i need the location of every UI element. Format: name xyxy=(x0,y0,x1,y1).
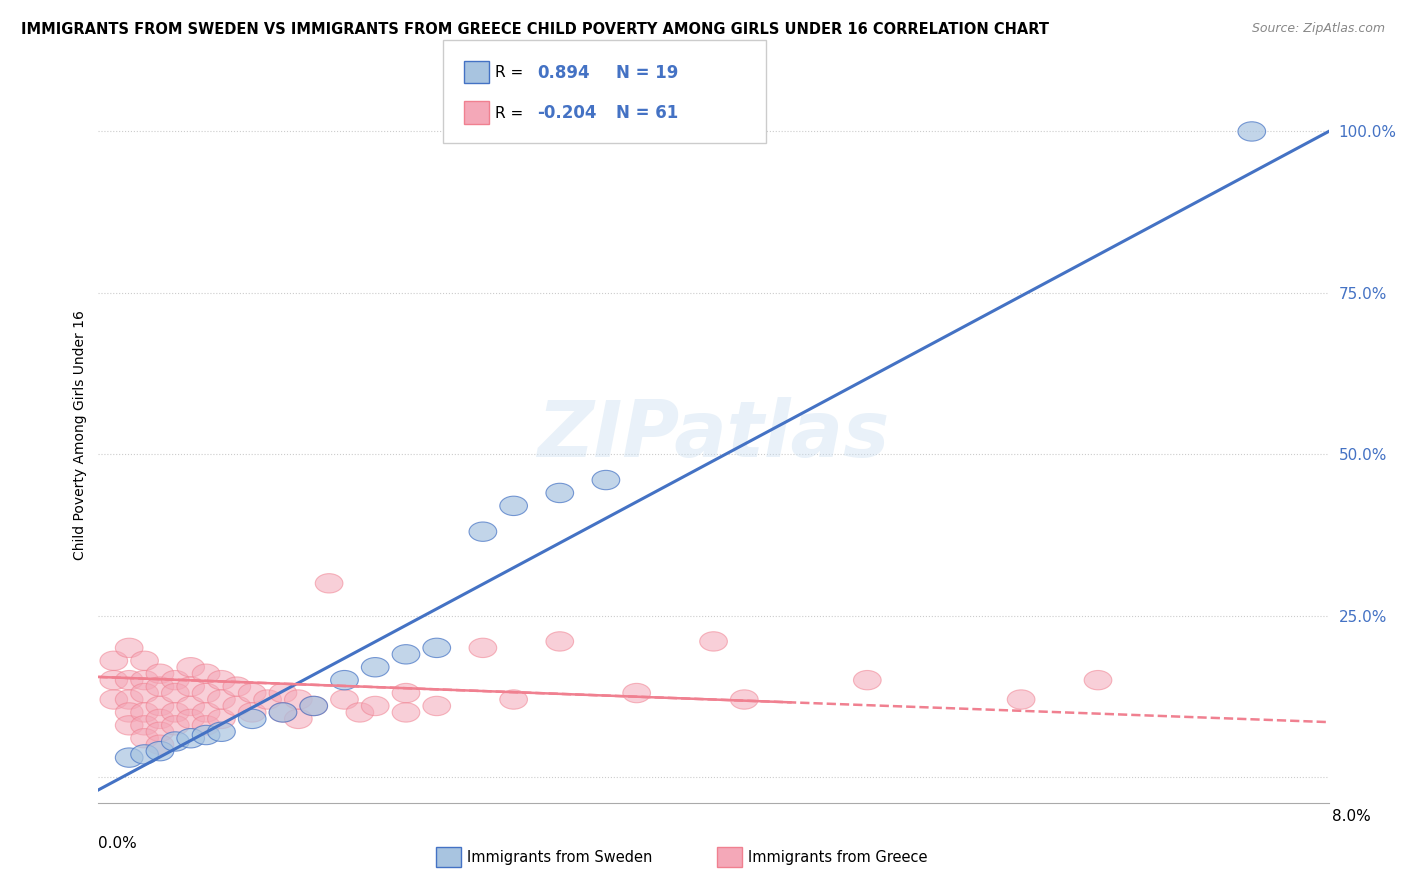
Text: Immigrants from Greece: Immigrants from Greece xyxy=(748,850,928,864)
Ellipse shape xyxy=(499,690,527,709)
Ellipse shape xyxy=(224,677,250,697)
Ellipse shape xyxy=(115,671,143,690)
Text: ZIPatlas: ZIPatlas xyxy=(537,397,890,473)
Ellipse shape xyxy=(193,703,219,723)
Ellipse shape xyxy=(131,651,159,671)
Ellipse shape xyxy=(392,645,420,664)
Text: Immigrants from Sweden: Immigrants from Sweden xyxy=(467,850,652,864)
Ellipse shape xyxy=(162,731,190,751)
Text: 0.894: 0.894 xyxy=(537,64,589,82)
Ellipse shape xyxy=(100,690,128,709)
Ellipse shape xyxy=(100,651,128,671)
Ellipse shape xyxy=(162,671,190,690)
Ellipse shape xyxy=(423,638,450,657)
Ellipse shape xyxy=(361,697,389,715)
Ellipse shape xyxy=(177,729,204,747)
Text: 0.0%: 0.0% xyxy=(98,836,138,851)
Ellipse shape xyxy=(131,715,159,735)
Ellipse shape xyxy=(208,723,235,741)
Ellipse shape xyxy=(177,677,204,697)
Ellipse shape xyxy=(146,741,174,761)
Ellipse shape xyxy=(146,709,174,729)
Ellipse shape xyxy=(162,683,190,703)
Ellipse shape xyxy=(239,683,266,703)
Ellipse shape xyxy=(315,574,343,593)
Ellipse shape xyxy=(299,697,328,715)
Ellipse shape xyxy=(177,697,204,715)
Ellipse shape xyxy=(1084,671,1112,690)
Ellipse shape xyxy=(146,664,174,683)
Ellipse shape xyxy=(146,677,174,697)
Ellipse shape xyxy=(853,671,882,690)
Y-axis label: Child Poverty Among Girls Under 16: Child Poverty Among Girls Under 16 xyxy=(73,310,87,560)
Ellipse shape xyxy=(499,496,527,516)
Ellipse shape xyxy=(115,638,143,657)
Ellipse shape xyxy=(392,683,420,703)
Ellipse shape xyxy=(470,638,496,657)
Ellipse shape xyxy=(1007,690,1035,709)
Ellipse shape xyxy=(131,729,159,747)
Ellipse shape xyxy=(193,725,219,745)
Ellipse shape xyxy=(284,690,312,709)
Ellipse shape xyxy=(193,664,219,683)
Ellipse shape xyxy=(269,703,297,723)
Ellipse shape xyxy=(361,657,389,677)
Ellipse shape xyxy=(208,690,235,709)
Ellipse shape xyxy=(592,470,620,490)
Text: N = 19: N = 19 xyxy=(616,64,678,82)
Ellipse shape xyxy=(115,690,143,709)
Ellipse shape xyxy=(546,483,574,502)
Ellipse shape xyxy=(623,683,651,703)
Ellipse shape xyxy=(470,522,496,541)
Ellipse shape xyxy=(546,632,574,651)
Ellipse shape xyxy=(100,671,128,690)
Ellipse shape xyxy=(224,697,250,715)
Ellipse shape xyxy=(731,690,758,709)
Ellipse shape xyxy=(177,657,204,677)
Ellipse shape xyxy=(146,735,174,755)
Ellipse shape xyxy=(131,683,159,703)
Ellipse shape xyxy=(299,697,328,715)
Text: N = 61: N = 61 xyxy=(616,104,678,122)
Ellipse shape xyxy=(146,697,174,715)
Ellipse shape xyxy=(131,703,159,723)
Ellipse shape xyxy=(1237,122,1265,141)
Ellipse shape xyxy=(330,690,359,709)
Ellipse shape xyxy=(131,671,159,690)
Ellipse shape xyxy=(284,709,312,729)
Ellipse shape xyxy=(115,703,143,723)
Ellipse shape xyxy=(193,715,219,735)
Ellipse shape xyxy=(115,715,143,735)
Text: Source: ZipAtlas.com: Source: ZipAtlas.com xyxy=(1251,22,1385,36)
Ellipse shape xyxy=(269,703,297,723)
Ellipse shape xyxy=(346,703,374,723)
Ellipse shape xyxy=(253,690,281,709)
Ellipse shape xyxy=(115,747,143,767)
Ellipse shape xyxy=(239,703,266,723)
Ellipse shape xyxy=(162,715,190,735)
Ellipse shape xyxy=(423,697,450,715)
Ellipse shape xyxy=(208,709,235,729)
Ellipse shape xyxy=(269,683,297,703)
Ellipse shape xyxy=(239,709,266,729)
Ellipse shape xyxy=(700,632,727,651)
Ellipse shape xyxy=(330,671,359,690)
Ellipse shape xyxy=(131,745,159,764)
Ellipse shape xyxy=(146,723,174,741)
Ellipse shape xyxy=(162,703,190,723)
Text: IMMIGRANTS FROM SWEDEN VS IMMIGRANTS FROM GREECE CHILD POVERTY AMONG GIRLS UNDER: IMMIGRANTS FROM SWEDEN VS IMMIGRANTS FRO… xyxy=(21,22,1049,37)
Text: R =: R = xyxy=(495,65,523,80)
Ellipse shape xyxy=(392,703,420,723)
Ellipse shape xyxy=(177,709,204,729)
Text: -0.204: -0.204 xyxy=(537,104,596,122)
Ellipse shape xyxy=(193,683,219,703)
Text: R =: R = xyxy=(495,105,523,120)
Ellipse shape xyxy=(208,671,235,690)
Text: 8.0%: 8.0% xyxy=(1331,809,1371,823)
